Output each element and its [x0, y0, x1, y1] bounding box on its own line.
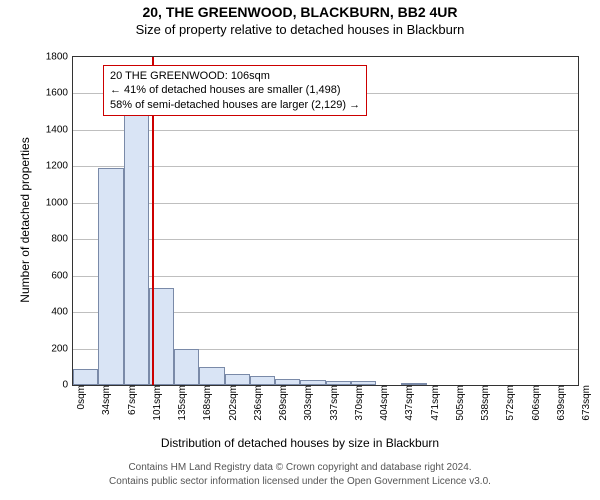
- y-tick-label: 0: [28, 380, 73, 391]
- x-tick-label: 202sqm: [225, 385, 239, 421]
- histogram-bar: [199, 367, 224, 385]
- x-tick-label: 606sqm: [528, 385, 542, 421]
- y-tick-label: 600: [28, 270, 73, 281]
- gridline: [73, 239, 578, 240]
- x-tick-label: 639sqm: [553, 385, 567, 421]
- x-tick-label: 673sqm: [578, 385, 592, 421]
- x-tick-label: 67sqm: [124, 385, 138, 415]
- annotation-box: 20 THE GREENWOOD: 106sqm← 41% of detache…: [103, 65, 367, 116]
- y-tick-label: 200: [28, 343, 73, 354]
- gridline: [73, 203, 578, 204]
- x-tick-label: 34sqm: [98, 385, 112, 415]
- x-tick-label: 337sqm: [326, 385, 340, 421]
- x-tick-label: 437sqm: [401, 385, 415, 421]
- histogram-bar: [174, 349, 199, 385]
- x-tick-label: 135sqm: [174, 385, 188, 421]
- x-tick-label: 538sqm: [477, 385, 491, 421]
- x-tick-label: 0sqm: [73, 385, 87, 409]
- annotation-line: 20 THE GREENWOOD: 106sqm: [110, 69, 360, 83]
- gridline: [73, 166, 578, 167]
- histogram-bar: [98, 168, 123, 385]
- chart-title: 20, THE GREENWOOD, BLACKBURN, BB2 4UR: [0, 4, 600, 20]
- annotation-line: 58% of semi-detached houses are larger (…: [110, 98, 360, 112]
- x-tick-label: 572sqm: [502, 385, 516, 421]
- x-tick-label: 505sqm: [452, 385, 466, 421]
- y-tick-label: 1800: [28, 52, 73, 63]
- x-tick-label: 269sqm: [275, 385, 289, 421]
- y-tick-label: 1000: [28, 197, 73, 208]
- y-tick-label: 800: [28, 234, 73, 245]
- y-tick-label: 1200: [28, 161, 73, 172]
- footer-line-1: Contains HM Land Registry data © Crown c…: [0, 462, 600, 473]
- x-tick-label: 168sqm: [199, 385, 213, 421]
- histogram-bar: [124, 115, 149, 385]
- x-tick-label: 236sqm: [250, 385, 264, 421]
- y-axis-label: Number of detached properties: [18, 120, 32, 320]
- y-tick-label: 400: [28, 307, 73, 318]
- x-tick-label: 471sqm: [427, 385, 441, 421]
- chart-subtitle: Size of property relative to detached ho…: [0, 22, 600, 37]
- gridline: [73, 130, 578, 131]
- x-tick-label: 303sqm: [300, 385, 314, 421]
- x-tick-label: 101sqm: [149, 385, 163, 421]
- histogram-bar: [73, 369, 98, 385]
- chart-container: 20, THE GREENWOOD, BLACKBURN, BB2 4UR Si…: [0, 0, 600, 500]
- x-tick-label: 404sqm: [376, 385, 390, 421]
- annotation-line: ← 41% of detached houses are smaller (1,…: [110, 83, 360, 97]
- y-tick-label: 1600: [28, 88, 73, 99]
- x-axis-label: Distribution of detached houses by size …: [0, 436, 600, 450]
- plot-area: 0200400600800100012001400160018000sqm34s…: [72, 56, 579, 386]
- histogram-bar: [225, 374, 250, 385]
- histogram-bar: [250, 376, 275, 385]
- footer-line-2: Contains public sector information licen…: [0, 476, 600, 487]
- y-tick-label: 1400: [28, 124, 73, 135]
- x-tick-label: 370sqm: [351, 385, 365, 421]
- gridline: [73, 276, 578, 277]
